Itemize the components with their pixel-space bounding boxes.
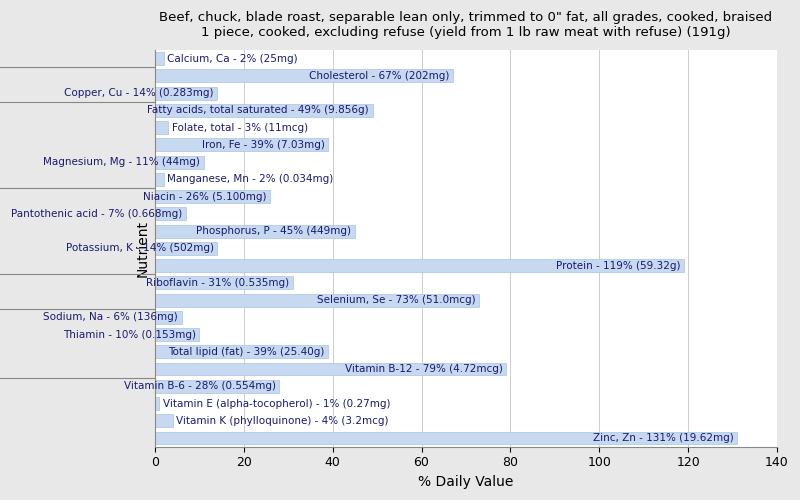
Bar [155,362,506,376]
Bar [155,259,684,272]
Text: Cholesterol - 67% (202mg): Cholesterol - 67% (202mg) [309,71,449,81]
Text: Folate, total - 3% (11mcg): Folate, total - 3% (11mcg) [172,122,308,132]
Text: Niacin - 26% (5.100mg): Niacin - 26% (5.100mg) [143,192,267,202]
X-axis label: % Daily Value: % Daily Value [418,475,514,489]
Bar [155,346,328,358]
Text: Protein - 119% (59.32g): Protein - 119% (59.32g) [556,260,680,270]
Text: Manganese, Mn - 2% (0.034mg): Manganese, Mn - 2% (0.034mg) [167,174,334,184]
Bar [155,104,373,117]
Text: Selenium, Se - 73% (51.0mcg): Selenium, Se - 73% (51.0mcg) [317,295,476,305]
Bar [155,208,186,220]
Bar [155,414,173,427]
Text: Fatty acids, total saturated - 49% (9.856g): Fatty acids, total saturated - 49% (9.85… [147,106,369,116]
Title: Beef, chuck, blade roast, separable lean only, trimmed to 0" fat, all grades, co: Beef, chuck, blade roast, separable lean… [159,11,773,39]
Bar [155,380,279,392]
Text: Copper, Cu - 14% (0.283mg): Copper, Cu - 14% (0.283mg) [64,88,214,98]
Text: Phosphorus, P - 45% (449mg): Phosphorus, P - 45% (449mg) [196,226,351,236]
Text: Vitamin B-6 - 28% (0.554mg): Vitamin B-6 - 28% (0.554mg) [124,382,276,392]
Bar [155,70,453,82]
Text: Potassium, K - 14% (502mg): Potassium, K - 14% (502mg) [66,244,214,254]
Text: Total lipid (fat) - 39% (25.40g): Total lipid (fat) - 39% (25.40g) [168,347,325,357]
Text: Zinc, Zn - 131% (19.62mg): Zinc, Zn - 131% (19.62mg) [593,433,734,443]
Bar [155,224,355,237]
Text: Iron, Fe - 39% (7.03mg): Iron, Fe - 39% (7.03mg) [202,140,325,150]
Bar [155,121,168,134]
Bar [155,190,270,203]
Text: Vitamin E (alpha-tocopherol) - 1% (0.27mg): Vitamin E (alpha-tocopherol) - 1% (0.27m… [163,398,390,408]
Bar [155,86,217,100]
Bar [155,156,204,168]
Bar [155,52,164,65]
Bar [155,294,479,306]
Text: Magnesium, Mg - 11% (44mg): Magnesium, Mg - 11% (44mg) [43,157,200,167]
Bar [155,173,164,186]
Bar [155,242,217,255]
Bar [155,138,328,151]
Text: Vitamin B-12 - 79% (4.72mcg): Vitamin B-12 - 79% (4.72mcg) [345,364,502,374]
Bar [155,276,293,289]
Bar [155,328,199,341]
Bar [155,311,182,324]
Text: Vitamin K (phylloquinone) - 4% (3.2mcg): Vitamin K (phylloquinone) - 4% (3.2mcg) [176,416,389,426]
Text: Sodium, Na - 6% (136mg): Sodium, Na - 6% (136mg) [43,312,178,322]
Bar [155,432,737,444]
Y-axis label: Nutrient: Nutrient [135,220,150,277]
Text: Pantothenic acid - 7% (0.668mg): Pantothenic acid - 7% (0.668mg) [11,209,182,219]
Text: Calcium, Ca - 2% (25mg): Calcium, Ca - 2% (25mg) [167,54,298,64]
Text: Riboflavin - 31% (0.535mg): Riboflavin - 31% (0.535mg) [146,278,289,288]
Bar [155,397,159,410]
Text: Thiamin - 10% (0.153mg): Thiamin - 10% (0.153mg) [62,330,196,340]
